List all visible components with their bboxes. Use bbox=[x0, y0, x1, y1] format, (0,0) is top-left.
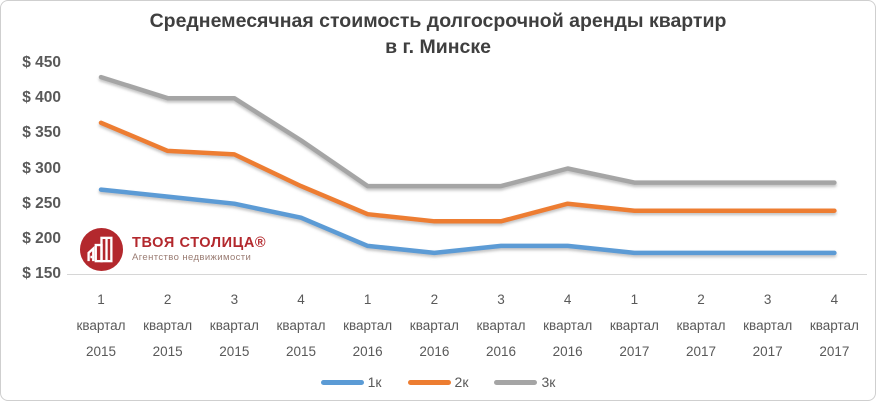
buildings-icon bbox=[80, 228, 123, 271]
logo-text: ТВОЯ СТОЛИЦА® Агентство недвижимости bbox=[132, 235, 266, 264]
y-axis-tick-label: $ 200 bbox=[22, 229, 61, 247]
x-axis-tick-label: 1 квартал 2016 bbox=[343, 292, 393, 359]
x-axis-tick-label: 3 квартал 2015 bbox=[209, 292, 259, 359]
legend-label: 2к bbox=[454, 374, 469, 390]
y-axis-tick-label: $ 300 bbox=[22, 159, 61, 177]
x-axis-tick-label: 4 квартал 2016 bbox=[543, 292, 593, 359]
y-axis-tick-label: $ 350 bbox=[22, 124, 61, 142]
legend-swatch-2к bbox=[407, 379, 451, 385]
x-axis-tick-label: 2 квартал 2016 bbox=[409, 292, 459, 359]
legend: 1к 2к 3к bbox=[1, 373, 875, 391]
x-axis-tick-label: 1 квартал 2017 bbox=[609, 292, 659, 359]
x-axis-tick-label: 1 квартал 2015 bbox=[76, 292, 126, 359]
legend-swatch-3к bbox=[494, 379, 538, 385]
chart-title: Среднемесячная стоимость долгосрочной ар… bbox=[1, 8, 875, 60]
chart-title-line1: Среднемесячная стоимость долгосрочной ар… bbox=[149, 10, 727, 32]
x-axis-tick-label: 4 квартал 2015 bbox=[276, 292, 326, 359]
x-axis-line bbox=[67, 274, 867, 275]
y-axis-tick-label: $ 150 bbox=[22, 265, 61, 282]
logo: ТВОЯ СТОЛИЦА® Агентство недвижимости bbox=[80, 228, 266, 271]
x-axis-tick-label: 3 квартал 2017 bbox=[743, 292, 793, 359]
legend-item-2к[interactable]: 2к bbox=[407, 374, 469, 390]
x-axis-tick-label: 3 квартал 2016 bbox=[476, 292, 526, 359]
legend-label: 3к bbox=[541, 374, 556, 390]
legend-swatch-1к bbox=[320, 379, 364, 385]
logo-subtitle: Агентство недвижимости bbox=[132, 252, 252, 263]
legend-item-1к[interactable]: 1к bbox=[320, 374, 382, 390]
series-line-1к[interactable] bbox=[98, 187, 837, 256]
legend-item-3к[interactable]: 3к bbox=[494, 374, 555, 390]
x-axis-tick-label: 2 квартал 2017 bbox=[676, 292, 726, 359]
series-line-3к[interactable] bbox=[98, 74, 837, 189]
logo-name: ТВОЯ СТОЛИЦА® bbox=[132, 235, 267, 251]
legend-label: 1к bbox=[367, 374, 382, 390]
y-axis-tick-label: $ 450 bbox=[22, 54, 61, 71]
x-axis-tick-label: 2 квартал 2015 bbox=[143, 292, 193, 359]
chart-title-line2: в г. Минске bbox=[385, 36, 491, 58]
y-axis-tick-label: $ 250 bbox=[22, 194, 61, 212]
x-axis-tick-label: 4 квартал 2017 bbox=[809, 292, 859, 359]
series-line-2к[interactable] bbox=[98, 120, 837, 224]
y-axis-tick-label: $ 400 bbox=[22, 89, 61, 107]
